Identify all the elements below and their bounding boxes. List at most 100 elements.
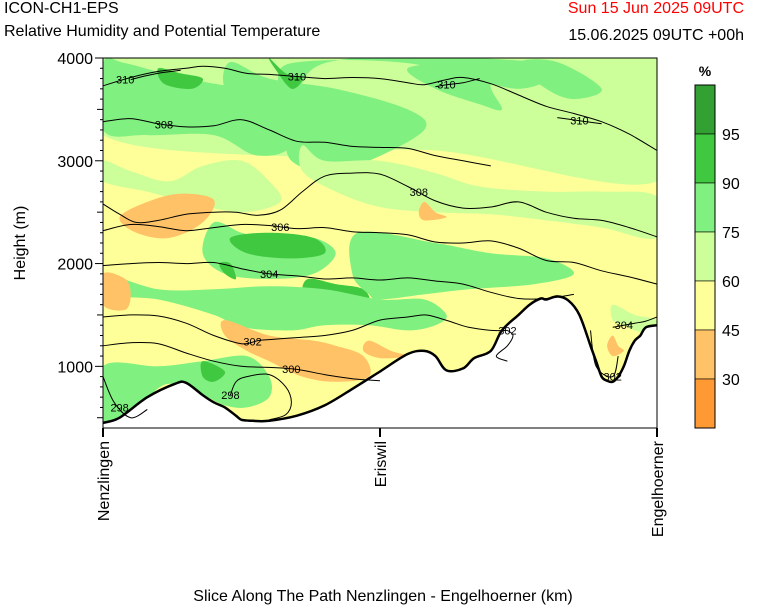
rh-region: [607, 335, 624, 357]
rh-region: [103, 355, 272, 427]
colorbar-bin: [694, 231, 716, 282]
rh-region: [220, 320, 371, 382]
svg-text:298: 298: [110, 402, 128, 414]
isentrope-line: [557, 117, 602, 125]
svg-text:306: 306: [271, 222, 289, 234]
isentrope-label: 298: [221, 390, 239, 402]
isentrope-label: 310: [288, 72, 306, 84]
svg-text:310: 310: [116, 75, 134, 87]
y-axis-label: Height (m): [12, 206, 29, 281]
y-tick-label: 2000: [57, 257, 93, 274]
terrain-layer: [103, 295, 657, 428]
isentrope-label: 304: [260, 269, 278, 281]
rh-region: [103, 58, 559, 156]
svg-text:302: 302: [243, 337, 261, 349]
isentrope-label: 298: [110, 402, 128, 414]
isentrope-label: 302: [243, 337, 261, 349]
colorbar-bin: [694, 133, 716, 184]
rh-region: [103, 273, 447, 331]
isentrope-label: 310: [116, 75, 134, 87]
rh-region: [103, 160, 282, 213]
isentrope-line: [130, 69, 181, 81]
isentrope-label: 310: [437, 80, 455, 92]
isentrope-label: 310: [570, 116, 588, 128]
svg-text:298: 298: [221, 390, 239, 402]
isentrope-line: [103, 341, 381, 382]
isentrope-line: [103, 172, 657, 238]
rh-region: [407, 63, 519, 111]
colorbar-level: 90: [722, 176, 740, 193]
svg-text:302: 302: [604, 372, 622, 384]
isentrope-line: [229, 373, 292, 421]
svg-text:310: 310: [437, 80, 455, 92]
rh-region: [223, 61, 427, 172]
colorbar-bin: [694, 182, 716, 233]
rh-region: [418, 201, 447, 221]
rh-region: [298, 145, 657, 240]
colorbar-bin: [694, 378, 716, 429]
isentrope-line: [612, 316, 657, 328]
svg-text:310: 310: [288, 72, 306, 84]
rh-region: [103, 272, 131, 311]
x-axis-label: Slice Along The Path Nenzlingen - Engelh…: [193, 588, 573, 605]
colorbar-frame: [694, 84, 716, 429]
x-station-label: Eriswil: [373, 441, 390, 487]
y-axis: 1000 2000 3000 4000: [57, 51, 103, 419]
svg-text:304: 304: [615, 320, 633, 332]
colorbar-bin: [694, 84, 716, 135]
colorbar-bin: [694, 280, 716, 331]
isentrope-label: 304: [615, 320, 633, 332]
terrain-line: [103, 295, 657, 425]
isentrope-label: 308: [155, 119, 173, 131]
isentrope-label: 308: [410, 187, 428, 199]
colorbar-level: 95: [722, 127, 740, 144]
isentrope-line: [103, 118, 491, 167]
rh-region: [229, 232, 326, 259]
isentrope-label: 306: [271, 222, 289, 234]
colorbar-bin: [694, 329, 716, 380]
y-tick-label: 4000: [57, 51, 93, 68]
svg-text:300: 300: [282, 364, 300, 376]
rh-region: [518, 59, 602, 100]
rh-region: [157, 67, 204, 89]
svg-text:308: 308: [155, 119, 173, 131]
isentrope-line: [103, 223, 657, 285]
rh-region: [200, 361, 226, 382]
isentrope-line: [435, 78, 480, 88]
colorbar-level: 75: [722, 225, 740, 242]
colorbar-level: 45: [722, 323, 740, 340]
isentrope-label: 300: [282, 364, 300, 376]
rh-region: [268, 58, 303, 89]
isentrope-label: 302: [498, 325, 516, 337]
field-title: Relative Humidity and Potential Temperat…: [4, 23, 321, 40]
rh-region: [349, 231, 575, 300]
svg-text:302: 302: [498, 325, 516, 337]
colorbar: 30 45 60 75 90 95%: [694, 63, 740, 429]
y-tick-label: 1000: [57, 359, 93, 376]
run-info: 15.06.2025 09UTC +00h: [568, 27, 744, 44]
rh-region: [119, 193, 215, 239]
isentrope-line: [495, 329, 514, 362]
isentrope-line: [103, 376, 148, 419]
x-axis: Nenzlingen Eriswil Engelhoerner: [96, 428, 667, 537]
x-station-label: Engelhoerner: [650, 440, 667, 537]
terrain-mask: [103, 296, 657, 428]
isentrope-line: [590, 330, 619, 378]
svg-text:304: 304: [260, 269, 278, 281]
svg-text:310: 310: [570, 116, 588, 128]
isentrope-label: 302: [604, 372, 622, 384]
isentrope-layer: 298 298 300 302 302 302 304 304 306 308 308 310 310 3…: [103, 65, 657, 421]
x-station-label: Nenzlingen: [96, 441, 113, 521]
isentrope-line: [103, 314, 508, 345]
isentrope-line: [103, 65, 657, 151]
rh-region: [362, 340, 408, 359]
y-tick-label: 3000: [57, 154, 93, 171]
colorbar-level: 60: [722, 274, 740, 291]
model-title: ICON-CH1-EPS: [4, 0, 119, 17]
rh-fill-layer: [103, 58, 657, 427]
colorbar-level: 30: [722, 372, 740, 389]
svg-text:308: 308: [410, 187, 428, 199]
colorbar-unit: %: [699, 63, 712, 79]
isentrope-line: [103, 261, 574, 300]
